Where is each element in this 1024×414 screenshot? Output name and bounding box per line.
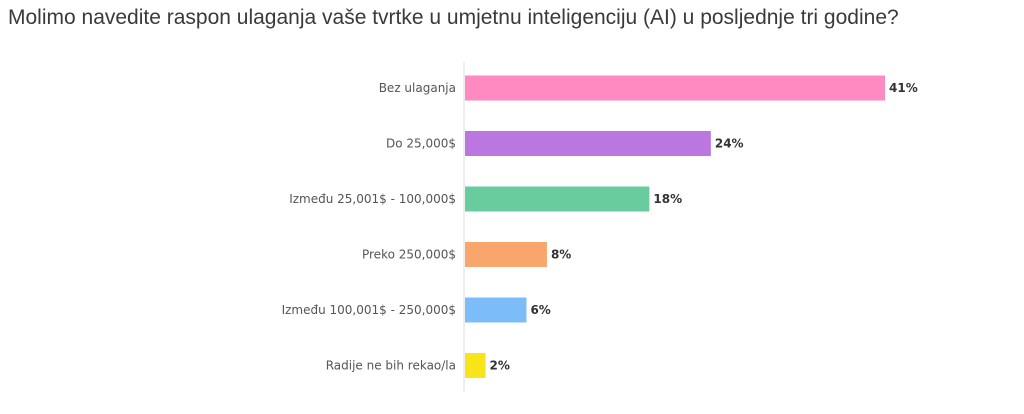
- category-label: Između 25,001$ - 100,000$: [289, 192, 456, 206]
- value-label: 2%: [489, 359, 509, 373]
- bar: [465, 242, 547, 267]
- category-label: Između 100,001$ - 250,000$: [282, 303, 456, 317]
- value-label: 6%: [530, 303, 550, 317]
- chart-title: Molimo navedite raspon ulaganja vaše tvr…: [8, 6, 899, 29]
- category-label: Do 25,000$: [386, 137, 456, 151]
- bar: [465, 297, 527, 323]
- category-label: Bez ulaganja: [379, 81, 456, 95]
- value-label: 41%: [889, 81, 918, 95]
- bar: [465, 186, 650, 212]
- bar: [465, 353, 486, 378]
- value-label: 18%: [653, 192, 682, 206]
- bar: [465, 131, 711, 156]
- category-label: Radije ne bih rekao/la: [326, 359, 456, 373]
- bar: [465, 75, 885, 101]
- value-label: 8%: [551, 248, 571, 262]
- category-label: Preko 250,000$: [362, 248, 456, 262]
- value-label: 24%: [715, 137, 744, 151]
